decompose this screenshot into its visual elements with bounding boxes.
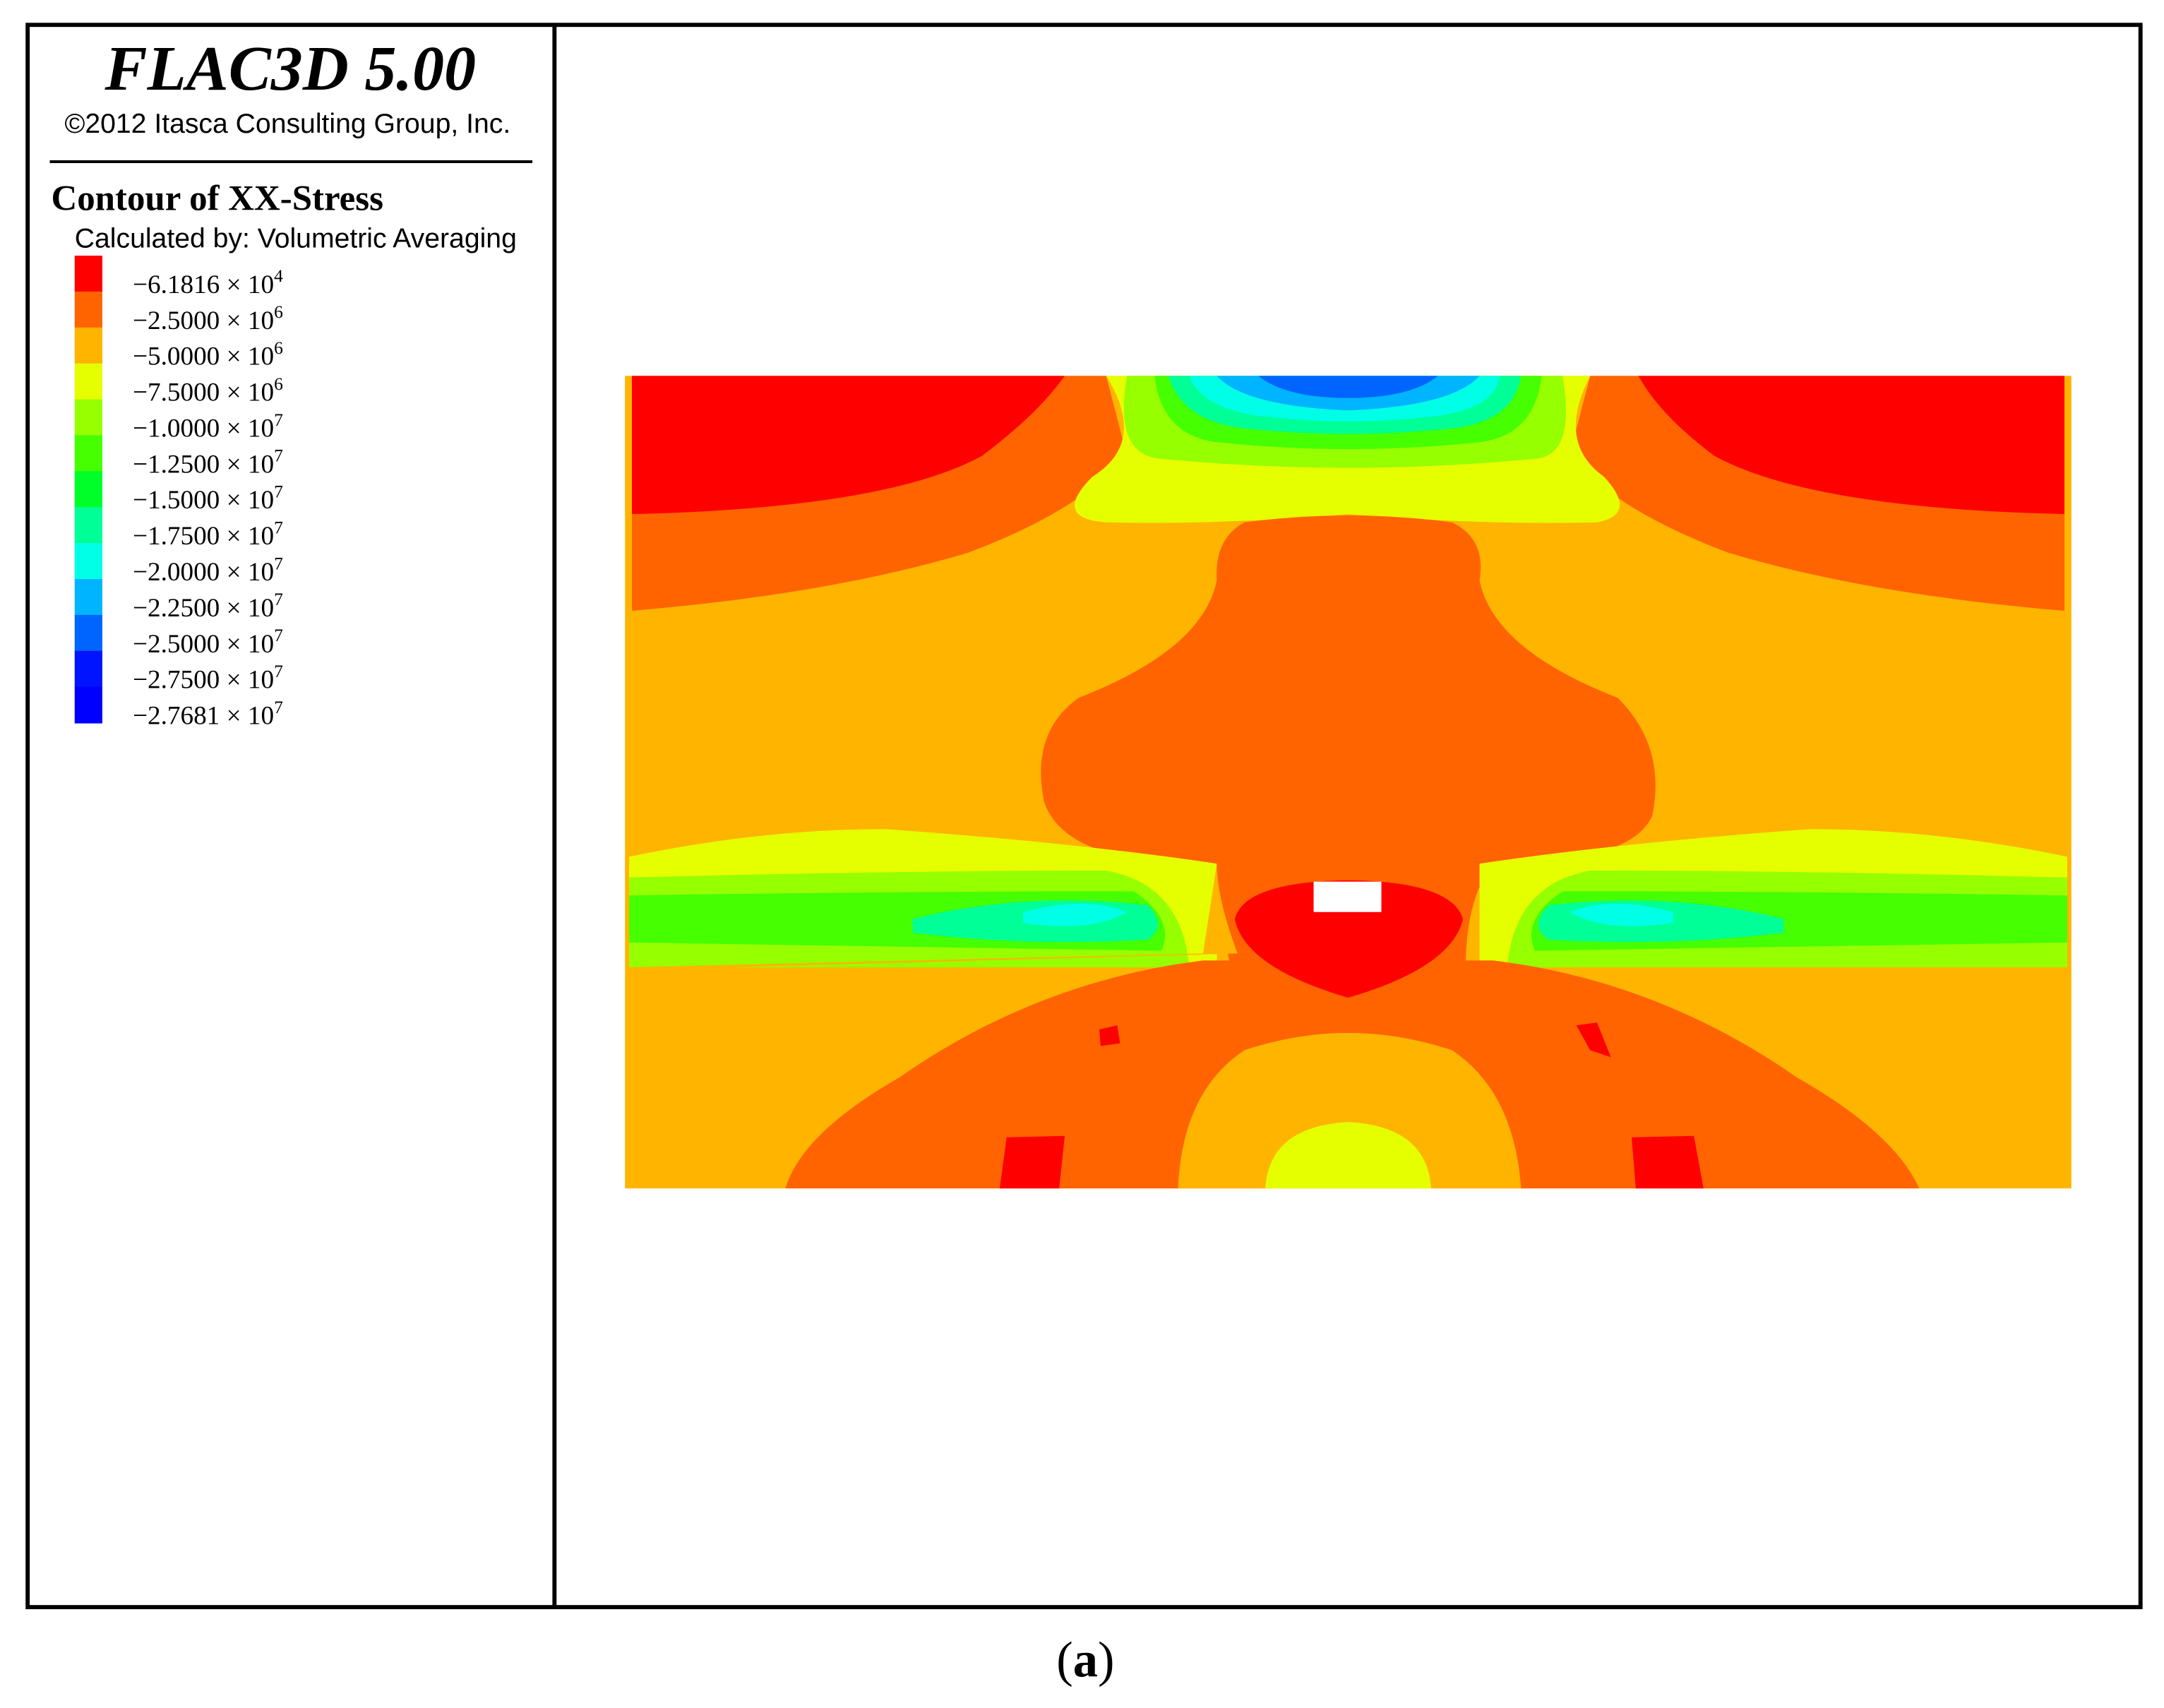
caption-open: ( bbox=[1056, 1632, 1072, 1688]
legend-label-text: −1.7500 × 10 bbox=[133, 522, 274, 551]
legend-label-exponent: 7 bbox=[274, 589, 283, 609]
legend: −6.1816 × 104−2.5000 × 106−5.0000 × 106−… bbox=[74, 256, 283, 731]
legend-label: −2.0000 × 107 bbox=[133, 553, 283, 587]
legend-swatch bbox=[74, 579, 102, 616]
legend-label: −2.7681 × 107 bbox=[133, 697, 283, 731]
legend-label-exponent: 7 bbox=[274, 446, 283, 466]
caption-letter: a bbox=[1073, 1632, 1098, 1688]
caption: (a) bbox=[1056, 1632, 1114, 1688]
zone bbox=[1631, 1135, 1704, 1189]
copyright: ©2012 Itasca Consulting Group, Inc. bbox=[64, 109, 510, 139]
legend-title: Contour of XX-Stress bbox=[51, 179, 383, 218]
zone bbox=[632, 376, 1065, 515]
zone bbox=[1576, 1022, 1611, 1058]
legend-label: −5.0000 × 106 bbox=[133, 338, 283, 371]
zone bbox=[1041, 515, 1656, 967]
legend-swatch bbox=[74, 435, 102, 472]
legend-swatch bbox=[74, 507, 102, 544]
zone bbox=[1023, 903, 1128, 926]
zone bbox=[785, 960, 1920, 1189]
legend-label: −6.1816 × 104 bbox=[133, 265, 283, 299]
legend-swatch bbox=[74, 614, 102, 652]
legend-label: −1.7500 × 107 bbox=[133, 517, 283, 551]
zone bbox=[1569, 903, 1673, 926]
legend-label-text: −2.7681 × 10 bbox=[133, 702, 274, 731]
legend-label-exponent: 6 bbox=[274, 301, 283, 322]
legend-label-exponent: 7 bbox=[274, 625, 283, 645]
legend-subtitle: Calculated by: Volumetric Averaging bbox=[75, 223, 517, 253]
legend-swatch bbox=[74, 291, 102, 328]
legend-label-exponent: 6 bbox=[274, 338, 283, 358]
zone bbox=[1178, 1032, 1522, 1189]
legend-label: −2.2500 × 107 bbox=[133, 589, 283, 623]
legend-label-text: −5.0000 × 10 bbox=[133, 342, 274, 371]
legend-label-exponent: 7 bbox=[274, 410, 283, 430]
contour-plot bbox=[625, 376, 2072, 1189]
legend-label-exponent: 7 bbox=[274, 661, 283, 681]
legend-label: −2.5000 × 106 bbox=[133, 301, 283, 335]
zone bbox=[1234, 880, 1464, 998]
legend-label: −1.2500 × 107 bbox=[133, 446, 283, 479]
zone bbox=[1638, 376, 2064, 515]
legend-label-text: −1.0000 × 10 bbox=[133, 414, 274, 443]
legend-swatch bbox=[74, 256, 102, 292]
legend-swatch bbox=[74, 399, 102, 436]
legend-swatch bbox=[74, 471, 102, 508]
legend-label: −2.7500 × 107 bbox=[133, 661, 283, 695]
legend-label: −2.5000 × 107 bbox=[133, 625, 283, 659]
legend-swatch bbox=[74, 327, 102, 364]
legend-label-exponent: 7 bbox=[274, 482, 283, 502]
zone bbox=[1099, 1025, 1120, 1046]
legend-label-exponent: 4 bbox=[274, 265, 283, 286]
legend-label-exponent: 7 bbox=[274, 553, 283, 573]
zone bbox=[1258, 376, 1438, 398]
legend-swatch bbox=[74, 686, 102, 724]
legend-label-text: −1.2500 × 10 bbox=[133, 450, 274, 479]
legend-label: −1.5000 × 107 bbox=[133, 482, 283, 515]
opening bbox=[1313, 881, 1382, 912]
legend-swatch bbox=[74, 363, 102, 400]
legend-label-text: −2.5000 × 10 bbox=[133, 630, 274, 659]
legend-label-text: −2.7500 × 10 bbox=[133, 666, 274, 695]
legend-label-exponent: 6 bbox=[274, 374, 283, 394]
legend-label-text: −1.5000 × 10 bbox=[133, 486, 274, 515]
legend-label-text: −2.0000 × 10 bbox=[133, 558, 274, 587]
legend-label-text: −2.5000 × 10 bbox=[133, 306, 274, 335]
legend-swatch bbox=[74, 650, 102, 688]
zone bbox=[999, 1135, 1065, 1189]
app-title: FLAC3D 5.00 bbox=[104, 34, 477, 104]
legend-label-exponent: 7 bbox=[274, 697, 283, 717]
legend-swatch bbox=[74, 543, 102, 580]
caption-close: ) bbox=[1098, 1632, 1114, 1688]
legend-label: −1.0000 × 107 bbox=[133, 410, 283, 443]
legend-label-text: −2.2500 × 10 bbox=[133, 594, 274, 623]
zone bbox=[1265, 1122, 1432, 1189]
legend-label: −7.5000 × 106 bbox=[133, 374, 283, 407]
legend-label-text: −7.5000 × 10 bbox=[133, 378, 274, 407]
legend-label-text: −6.1816 × 10 bbox=[133, 270, 274, 299]
legend-label-exponent: 7 bbox=[274, 517, 283, 537]
